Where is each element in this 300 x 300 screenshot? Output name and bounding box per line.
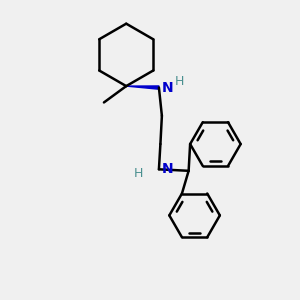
Text: H: H: [174, 74, 184, 88]
Polygon shape: [126, 86, 159, 89]
Text: N: N: [161, 81, 173, 94]
Text: H: H: [134, 167, 143, 180]
Text: N: N: [161, 162, 173, 176]
